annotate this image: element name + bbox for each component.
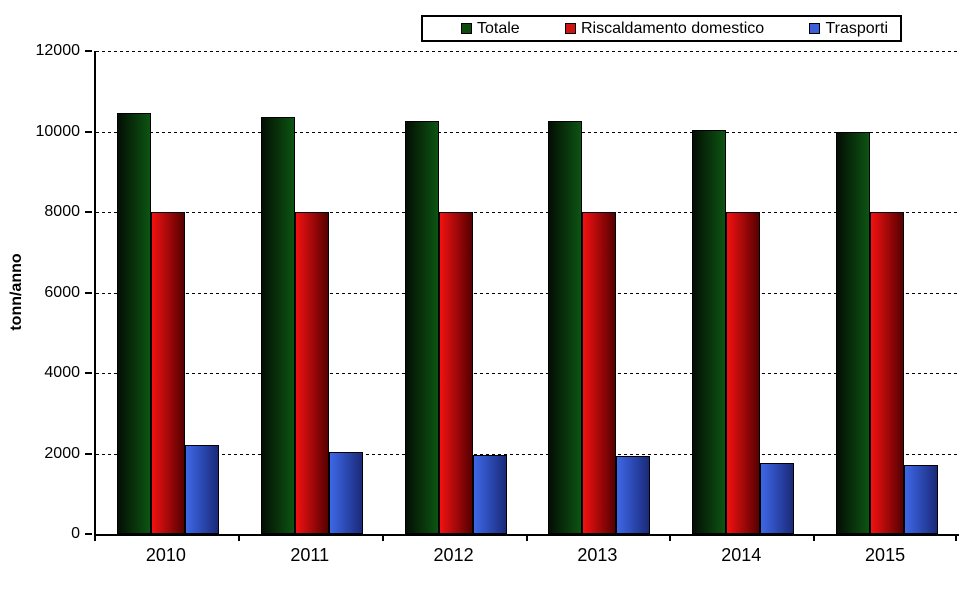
legend-label-totale: Totale — [477, 19, 520, 37]
y-axis-tick — [85, 452, 92, 455]
chart-legend: Totale Riscaldamento domestico Trasporti — [421, 15, 902, 42]
bar-trasporti-2013 — [616, 455, 651, 534]
x-axis-tick — [813, 534, 816, 541]
y-axis-tick-label: 0 — [71, 525, 80, 542]
bar-trasporti-2015 — [904, 464, 939, 534]
x-axis-tick — [381, 534, 384, 541]
y-axis-tick-label: 10000 — [35, 122, 81, 140]
legend-item-trasporti: Trasporti — [809, 20, 888, 38]
bar-totale-2012 — [404, 121, 439, 534]
bar-totale-2013 — [548, 121, 583, 534]
bar-riscaldamento-domestico-2012 — [438, 212, 473, 534]
gridline-12000 — [96, 51, 959, 52]
x-axis-label-2013: 2013 — [577, 545, 618, 565]
y-axis-tick-label: 12000 — [35, 42, 81, 59]
x-axis-tick — [955, 534, 957, 541]
bar-riscaldamento-domestico-2011 — [294, 212, 329, 534]
y-axis-tick — [85, 533, 92, 535]
y-axis-tick — [85, 211, 92, 213]
legend-label-trasporti: Trasporti — [825, 19, 888, 37]
bar-riscaldamento-domestico-2013 — [582, 212, 617, 534]
bar-totale-2015 — [836, 131, 871, 534]
x-axis-tick — [525, 534, 528, 541]
gridline-10000 — [96, 131, 959, 133]
x-axis-tick — [237, 534, 240, 541]
x-axis-label-2010: 2010 — [145, 545, 186, 565]
gridline-2000 — [96, 453, 959, 455]
x-axis-tick — [94, 534, 96, 541]
y-axis-tick-label: 4000 — [44, 364, 80, 381]
x-axis-label-2011: 2011 — [290, 545, 330, 565]
x-axis-label-2012: 2012 — [433, 545, 474, 565]
gridline-8000 — [96, 212, 959, 213]
plot-area — [94, 51, 959, 536]
gridline-6000 — [96, 292, 959, 294]
x-axis-label-2015: 2015 — [865, 545, 906, 565]
bar-riscaldamento-domestico-2015 — [870, 212, 905, 534]
x-axis-label-2014: 2014 — [721, 545, 762, 565]
y-axis-tick-label: 8000 — [44, 203, 80, 220]
bar-trasporti-2011 — [328, 451, 363, 534]
legend-item-riscaldamento: Riscaldamento domestico — [564, 19, 765, 38]
legend-label-riscaldamento: Riscaldamento domestico — [580, 19, 765, 37]
x-axis-tick — [669, 534, 672, 541]
y-axis-tick — [85, 291, 92, 294]
bar-trasporti-2014 — [760, 463, 795, 534]
bar-totale-2011 — [260, 117, 295, 534]
y-axis-tick-label: 2000 — [44, 444, 80, 462]
bar-totale-2010 — [116, 113, 151, 534]
y-axis-tick — [85, 372, 92, 374]
gridline-4000 — [96, 373, 959, 374]
bar-totale-2014 — [692, 129, 727, 534]
riscaldamento-swatch-icon — [564, 23, 576, 34]
bar-trasporti-2010 — [184, 445, 219, 534]
y-axis-tick-label: 6000 — [44, 283, 80, 301]
bar-trasporti-2012 — [472, 454, 507, 534]
trasporti-swatch-icon — [809, 23, 821, 34]
bar-riscaldamento-domestico-2010 — [150, 212, 185, 534]
bar-riscaldamento-domestico-2014 — [726, 212, 761, 534]
legend-item-totale: Totale — [461, 20, 520, 38]
y-axis-tick — [85, 50, 92, 52]
y-axis-tick — [85, 130, 92, 133]
totale-swatch-icon — [461, 23, 472, 34]
